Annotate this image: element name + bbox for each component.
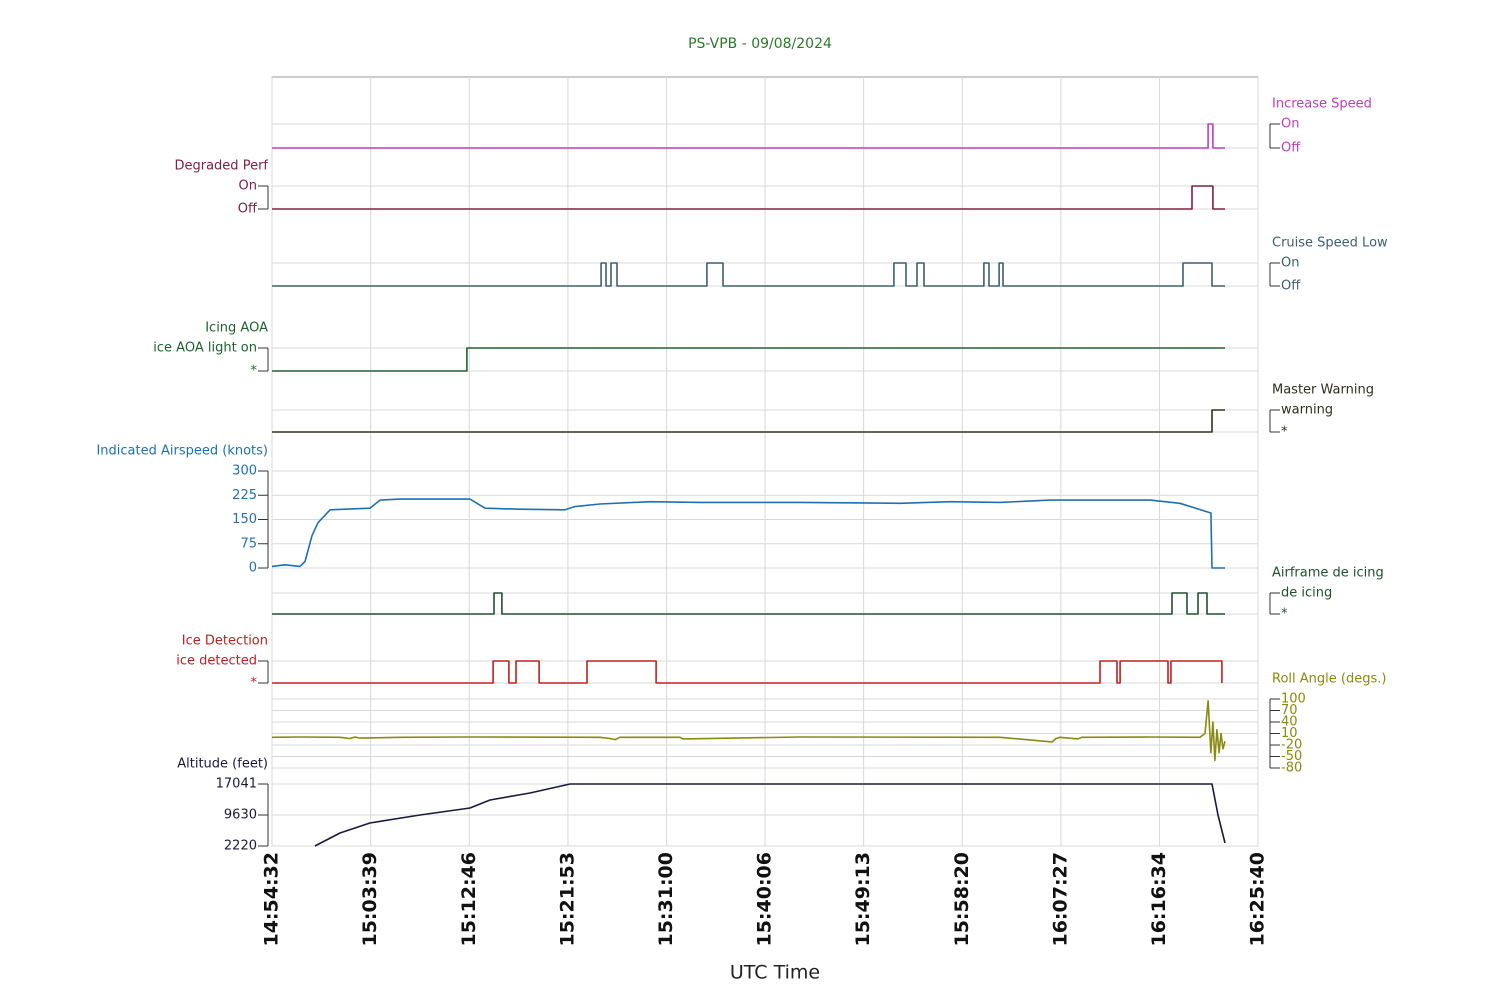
y-tick-label: 10 xyxy=(1281,726,1298,741)
y-tick-label: de icing xyxy=(1281,586,1332,601)
x-tick-label: 15:12:46 xyxy=(458,852,480,947)
y-tick-label: 17041 xyxy=(216,777,257,792)
y-tick-label: -50 xyxy=(1281,749,1302,764)
y-tick-label: Off xyxy=(1281,279,1301,294)
y-tick-label: 9630 xyxy=(224,808,257,823)
y-tick-label: 2220 xyxy=(224,839,257,854)
x-tick-label: 15:03:39 xyxy=(359,852,381,947)
y-tick-label: -80 xyxy=(1281,761,1302,776)
series-line xyxy=(272,185,1225,210)
y-tick-label: ice AOA light on xyxy=(153,341,257,356)
y-tick-label: 75 xyxy=(240,536,257,551)
y-tick-label: 225 xyxy=(232,488,257,503)
series-name: Icing AOA xyxy=(205,321,268,336)
y-tick-label: 100 xyxy=(1281,692,1306,707)
series-line xyxy=(272,262,1225,287)
series-line xyxy=(272,123,1225,149)
x-tick-label: 15:21:53 xyxy=(556,852,578,947)
series-name: Master Warning xyxy=(1272,383,1374,398)
x-axis-label: UTC Time xyxy=(730,962,820,984)
series-name: Degraded Perf xyxy=(174,159,268,174)
series-name: Cruise Speed Low xyxy=(1272,236,1388,251)
series-name: Altitude (feet) xyxy=(177,757,268,772)
series-name: Indicated Airspeed (knots) xyxy=(96,444,268,459)
y-tick-label: ice detected xyxy=(176,654,257,669)
y-tick-label: 0 xyxy=(249,561,257,576)
x-tick-label: 15:31:00 xyxy=(655,852,677,947)
y-tick-label: Off xyxy=(238,202,258,217)
y-tick-label: * xyxy=(251,364,258,379)
series-line xyxy=(272,592,1225,615)
x-tick-label: 16:07:27 xyxy=(1049,852,1071,947)
x-tick-label: 16:16:34 xyxy=(1148,852,1170,947)
chart-title: PS-VPB - 09/08/2024 xyxy=(688,36,832,52)
y-tick-label: 70 xyxy=(1281,703,1298,718)
series-name: Increase Speed xyxy=(1272,97,1372,112)
x-tick-label: 15:58:20 xyxy=(951,852,973,947)
y-tick-label: 150 xyxy=(232,512,257,527)
x-tick-label: 16:25:40 xyxy=(1247,852,1269,947)
y-tick-label: * xyxy=(1281,607,1288,622)
y-tick-label: * xyxy=(251,676,258,691)
y-tick-label: -20 xyxy=(1281,738,1302,753)
series-name: Airframe de icing xyxy=(1272,566,1384,581)
x-tick-label: 15:49:13 xyxy=(852,852,874,947)
series-name: Ice Detection xyxy=(182,634,268,649)
y-tick-label: warning xyxy=(1281,403,1333,418)
series-line xyxy=(272,409,1225,433)
x-tick-label: 15:40:06 xyxy=(754,852,776,947)
series-name: Roll Angle (degs.) xyxy=(1272,672,1386,687)
y-tick-label: 300 xyxy=(232,464,257,479)
x-tick-label: 14:54:32 xyxy=(261,852,283,947)
series-line xyxy=(271,700,1226,762)
y-tick-label: On xyxy=(1281,117,1299,132)
series-line xyxy=(272,660,1223,684)
y-tick-label: 40 xyxy=(1281,715,1298,730)
series-line xyxy=(271,498,1225,569)
y-tick-label: On xyxy=(239,179,257,194)
y-tick-label: On xyxy=(1281,256,1299,271)
series-line xyxy=(314,783,1226,847)
y-tick-label: Off xyxy=(1281,141,1301,156)
series-line xyxy=(272,347,1225,372)
y-tick-label: * xyxy=(1281,425,1288,440)
